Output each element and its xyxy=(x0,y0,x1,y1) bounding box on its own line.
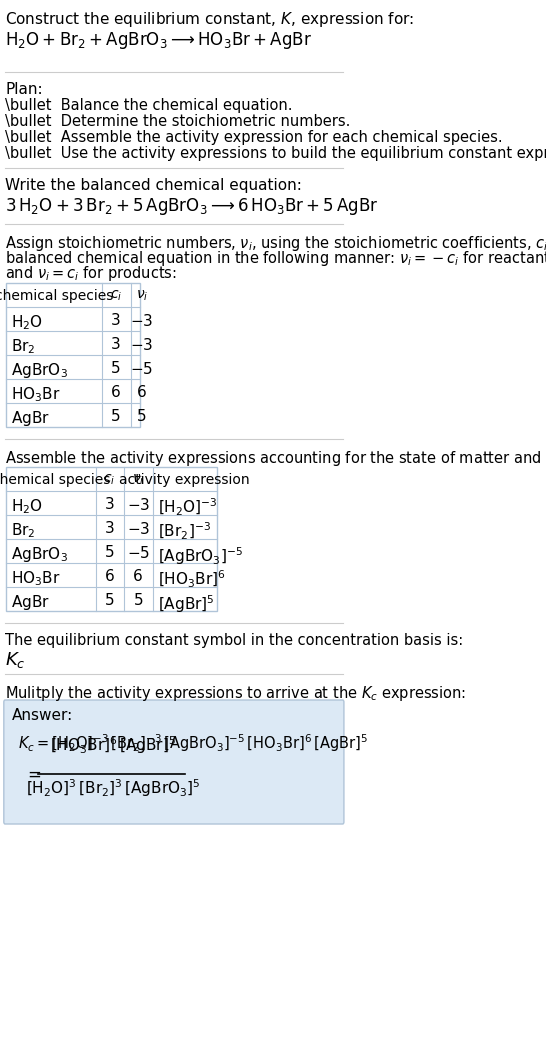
Text: \bullet  Balance the chemical equation.: \bullet Balance the chemical equation. xyxy=(5,98,293,113)
Bar xyxy=(7,283,140,427)
Text: and $\nu_i = c_i$ for products:: and $\nu_i = c_i$ for products: xyxy=(5,264,177,283)
Text: $\text{AgBr}$: $\text{AgBr}$ xyxy=(11,409,50,428)
Text: Assemble the activity expressions accounting for the state of matter and $\nu_i$: Assemble the activity expressions accoun… xyxy=(5,449,546,468)
Text: 6: 6 xyxy=(111,385,121,400)
Text: 6: 6 xyxy=(105,569,115,585)
Text: Plan:: Plan: xyxy=(5,82,43,97)
Text: \bullet  Assemble the activity expression for each chemical species.: \bullet Assemble the activity expression… xyxy=(5,130,503,145)
Text: $K_c = [\text{H}_2\text{O}]^{-3}\,[\text{Br}_2]^{-3}\,[\text{AgBrO}_3]^{-5}\,[\t: $K_c = [\text{H}_2\text{O}]^{-3}\,[\text… xyxy=(18,733,368,754)
Bar xyxy=(7,283,140,307)
Text: 5: 5 xyxy=(133,593,143,608)
Text: \bullet  Use the activity expressions to build the equilibrium constant expressi: \bullet Use the activity expressions to … xyxy=(5,146,546,161)
Text: $[\text{H}_2\text{O}]^{3}\,[\text{Br}_2]^{3}\,[\text{AgBrO}_3]^{5}$: $[\text{H}_2\text{O}]^{3}\,[\text{Br}_2]… xyxy=(26,777,201,799)
Text: $[\text{HO}_3\text{Br}]^{6}$: $[\text{HO}_3\text{Br}]^{6}$ xyxy=(158,569,225,590)
Text: $-3$: $-3$ xyxy=(127,497,150,513)
Text: $c_i$: $c_i$ xyxy=(110,289,122,303)
Text: $[\text{H}_2\text{O}]^{-3}$: $[\text{H}_2\text{O}]^{-3}$ xyxy=(158,497,218,518)
Text: $[\text{HO}_3\text{Br}]^{6}\,[\text{AgBr}]^{5}$: $[\text{HO}_3\text{Br}]^{6}\,[\text{AgBr… xyxy=(50,735,176,756)
Text: $\text{Br}_2$: $\text{Br}_2$ xyxy=(11,521,36,540)
Text: 5: 5 xyxy=(105,545,114,560)
Bar xyxy=(7,331,140,355)
Text: $K_c$: $K_c$ xyxy=(5,650,26,670)
Text: Mulitply the activity expressions to arrive at the $K_c$ expression:: Mulitply the activity expressions to arr… xyxy=(5,684,466,703)
Text: 5: 5 xyxy=(111,361,121,376)
Text: Construct the equilibrium constant, $K$, expression for:: Construct the equilibrium constant, $K$,… xyxy=(5,10,414,29)
Text: 5: 5 xyxy=(137,409,147,424)
Text: $\text{AgBrO}_3$: $\text{AgBrO}_3$ xyxy=(11,545,68,564)
Bar xyxy=(7,355,140,379)
Text: $\text{HO}_3\text{Br}$: $\text{HO}_3\text{Br}$ xyxy=(11,569,61,588)
FancyBboxPatch shape xyxy=(4,700,344,824)
Text: 6: 6 xyxy=(137,385,147,400)
Text: $\text{AgBrO}_3$: $\text{AgBrO}_3$ xyxy=(11,361,68,381)
Text: 5: 5 xyxy=(111,409,121,424)
Text: $\text{AgBr}$: $\text{AgBr}$ xyxy=(11,593,50,612)
Text: $[\text{Br}_2]^{-3}$: $[\text{Br}_2]^{-3}$ xyxy=(158,521,211,542)
Bar xyxy=(7,379,140,403)
Text: $\text{Br}_2$: $\text{Br}_2$ xyxy=(11,337,36,356)
Bar xyxy=(7,467,217,611)
Text: 3: 3 xyxy=(111,313,121,328)
Text: 3: 3 xyxy=(111,337,121,352)
Text: $=$: $=$ xyxy=(24,765,41,783)
Text: $[\text{AgBr}]^{5}$: $[\text{AgBr}]^{5}$ xyxy=(158,593,215,615)
Text: $\nu_i$: $\nu_i$ xyxy=(136,289,148,303)
Text: $-3$: $-3$ xyxy=(130,313,153,329)
Text: $\nu_i$: $\nu_i$ xyxy=(132,472,144,487)
Text: \bullet  Determine the stoichiometric numbers.: \bullet Determine the stoichiometric num… xyxy=(5,114,351,129)
Text: The equilibrium constant symbol in the concentration basis is:: The equilibrium constant symbol in the c… xyxy=(5,633,464,648)
Text: $-3$: $-3$ xyxy=(127,521,150,537)
Text: $\text{H}_2\text{O}$: $\text{H}_2\text{O}$ xyxy=(11,497,44,516)
Text: Assign stoichiometric numbers, $\nu_i$, using the stoichiometric coefficients, $: Assign stoichiometric numbers, $\nu_i$, … xyxy=(5,234,546,253)
Text: $\text{H}_2\text{O} + \text{Br}_2 + \text{AgBrO}_3 \longrightarrow \text{HO}_3\t: $\text{H}_2\text{O} + \text{Br}_2 + \tex… xyxy=(5,30,312,51)
Text: chemical species: chemical species xyxy=(0,289,114,303)
Text: $-5$: $-5$ xyxy=(130,361,153,377)
Text: $c_i$: $c_i$ xyxy=(103,472,116,487)
Text: $-5$: $-5$ xyxy=(127,545,150,561)
Text: $\text{H}_2\text{O}$: $\text{H}_2\text{O}$ xyxy=(11,313,44,332)
Text: 6: 6 xyxy=(133,569,143,585)
Bar xyxy=(7,307,140,331)
Text: 3: 3 xyxy=(105,521,115,536)
Text: $\text{HO}_3\text{Br}$: $\text{HO}_3\text{Br}$ xyxy=(11,385,61,404)
Text: $3\,\text{H}_2\text{O} + 3\,\text{Br}_2 + 5\,\text{AgBrO}_3 \longrightarrow 6\,\: $3\,\text{H}_2\text{O} + 3\,\text{Br}_2 … xyxy=(5,196,378,217)
Text: balanced chemical equation in the following manner: $\nu_i = -c_i$ for reactants: balanced chemical equation in the follow… xyxy=(5,249,546,268)
Text: 3: 3 xyxy=(105,497,115,512)
Text: activity expression: activity expression xyxy=(120,472,250,487)
Text: chemical species: chemical species xyxy=(0,472,110,487)
Bar xyxy=(7,403,140,427)
Text: $-3$: $-3$ xyxy=(130,337,153,353)
Text: $[\text{AgBrO}_3]^{-5}$: $[\text{AgBrO}_3]^{-5}$ xyxy=(158,545,243,567)
Text: Answer:: Answer: xyxy=(11,708,73,723)
Text: 5: 5 xyxy=(105,593,114,608)
Text: Write the balanced chemical equation:: Write the balanced chemical equation: xyxy=(5,178,302,193)
